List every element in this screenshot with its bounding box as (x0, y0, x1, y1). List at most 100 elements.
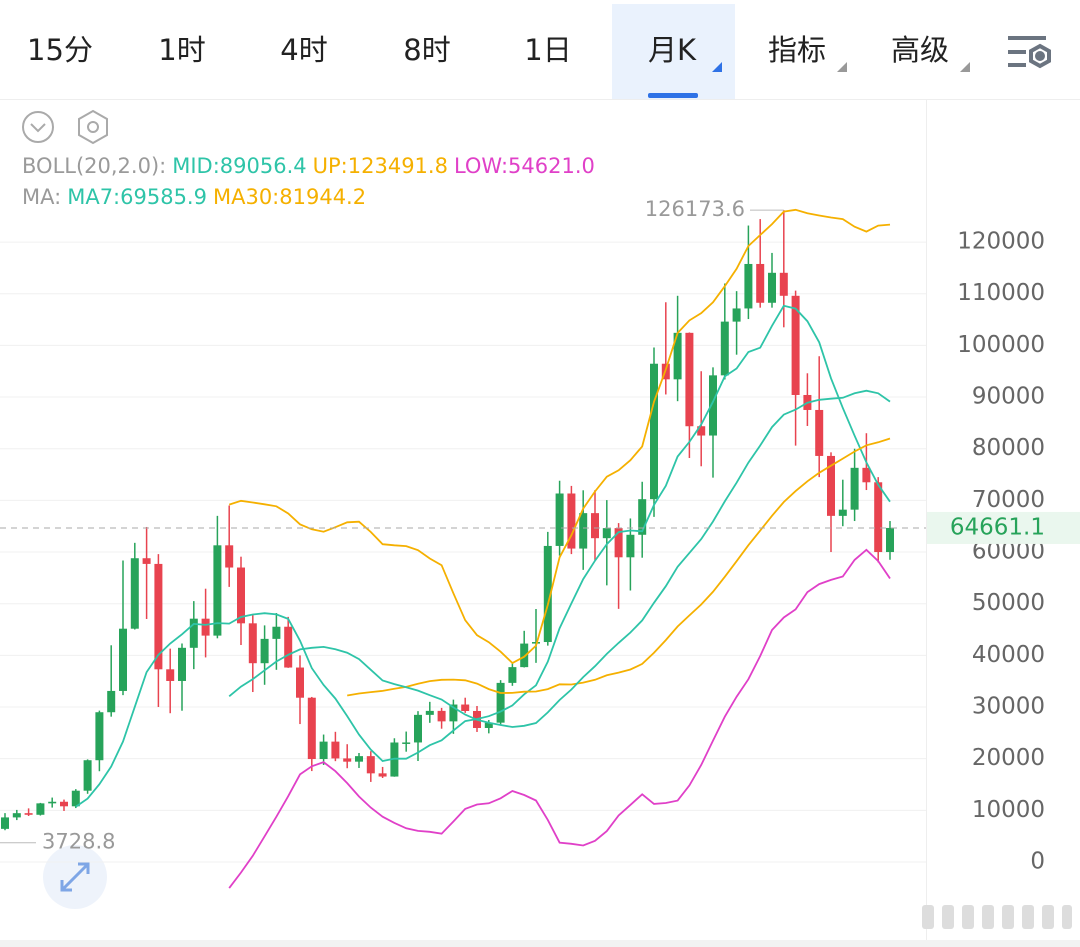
legend-item: LOW:54621.0 (454, 154, 595, 178)
candle-body (142, 558, 151, 564)
candle-body (355, 756, 363, 762)
candle-body (720, 321, 729, 376)
candle-body (366, 756, 375, 774)
candle-body (461, 704, 470, 711)
boll-mid (228, 389, 891, 728)
hexagon-icon[interactable] (78, 109, 108, 145)
y-tick-label: 10000 (972, 797, 1045, 823)
candle-body (862, 467, 871, 483)
y-tick-label: 70000 (972, 487, 1045, 513)
candle-body (402, 742, 411, 744)
tab[interactable]: 15分 (27, 33, 93, 67)
candle-body (201, 618, 210, 636)
candle-body (414, 714, 422, 743)
candle-body (307, 697, 316, 760)
y-tick-label: 40000 (972, 642, 1045, 668)
indicator-legend: MA: MA7:69585.9 MA30:81944.2 (22, 185, 366, 209)
settings-icon[interactable] (1008, 36, 1051, 69)
min-label: 3728.8 (42, 830, 115, 854)
candle-body (815, 409, 824, 456)
candle-body (225, 545, 234, 568)
max-label: 126173.6 (645, 197, 745, 221)
y-tick-label: 80000 (972, 435, 1045, 461)
collapse-icon[interactable] (22, 111, 54, 143)
y-tick-label: 20000 (972, 745, 1045, 771)
legend-item: MA: (22, 185, 61, 209)
tab[interactable]: 1日 (524, 33, 571, 67)
candle-body (650, 363, 658, 500)
dropdown-triangle (837, 62, 847, 72)
boll-up (228, 208, 891, 665)
candle-body (189, 618, 198, 648)
candle-body (874, 482, 883, 553)
candle-body (178, 647, 186, 681)
last-price-bg (927, 511, 1080, 544)
candle-body (709, 375, 717, 436)
tab[interactable]: 4时 (280, 33, 327, 67)
ma-line (75, 304, 891, 808)
candle-body (331, 741, 340, 759)
candle-body (886, 527, 894, 553)
candle-body (154, 563, 163, 670)
candle-body (378, 773, 387, 777)
tab[interactable]: 高级 (891, 33, 949, 67)
candle-body (508, 667, 517, 683)
candle-body (319, 741, 328, 760)
candle-body (237, 567, 245, 624)
bottom-bar (0, 940, 1080, 947)
candle-body (850, 467, 859, 510)
tab[interactable]: 月K (648, 33, 697, 67)
y-tick-label: 0 (1030, 848, 1045, 874)
candle-body (756, 263, 765, 303)
legend-item: MA7:69585.9 (67, 185, 207, 209)
candle-body (296, 667, 304, 698)
candle-body (697, 426, 706, 436)
candle-body (838, 509, 847, 516)
candle-body (638, 499, 647, 535)
candle-body (248, 623, 257, 664)
tab[interactable]: 8时 (403, 33, 450, 67)
candle-body (591, 513, 599, 539)
candle-body (36, 803, 45, 815)
candle-body (60, 801, 68, 807)
candle-body (496, 682, 505, 723)
y-tick-label: 120000 (957, 229, 1045, 255)
candle-body (130, 558, 139, 629)
candle-body (48, 801, 57, 804)
candle-body (768, 272, 776, 303)
candle-body (166, 669, 175, 681)
expand-icon[interactable] (43, 845, 107, 909)
candle-body (567, 493, 576, 549)
candle-body (1, 817, 9, 829)
candle-body (24, 813, 33, 815)
candle-body (343, 758, 352, 762)
candle-body (213, 545, 222, 636)
candle-body (71, 790, 80, 807)
candle-body (260, 638, 269, 664)
candle-body (732, 308, 741, 322)
legend-item: BOLL(20,2.0): (22, 154, 166, 178)
candle-body (449, 704, 458, 722)
tab[interactable]: 1时 (158, 33, 205, 67)
ma-line (347, 437, 891, 697)
candle-body (685, 332, 694, 427)
boll-low (228, 548, 891, 889)
candle-body (555, 493, 564, 546)
candle-body (673, 332, 682, 380)
candle-body (791, 295, 800, 395)
y-tick-label: 90000 (972, 384, 1045, 410)
candle-body (119, 628, 127, 691)
tab[interactable]: 指标 (768, 33, 826, 67)
candle-body (744, 263, 753, 309)
plot (1, 208, 894, 889)
candle-body (779, 272, 788, 296)
candle-body (425, 710, 434, 715)
candle-body (614, 528, 623, 558)
candle-body (520, 643, 529, 668)
candle-body (284, 626, 293, 668)
candle-body (484, 722, 493, 728)
y-tick-label: 50000 (972, 590, 1045, 616)
y-tick-label: 100000 (957, 332, 1045, 358)
legend-item: MA30:81944.2 (213, 185, 366, 209)
